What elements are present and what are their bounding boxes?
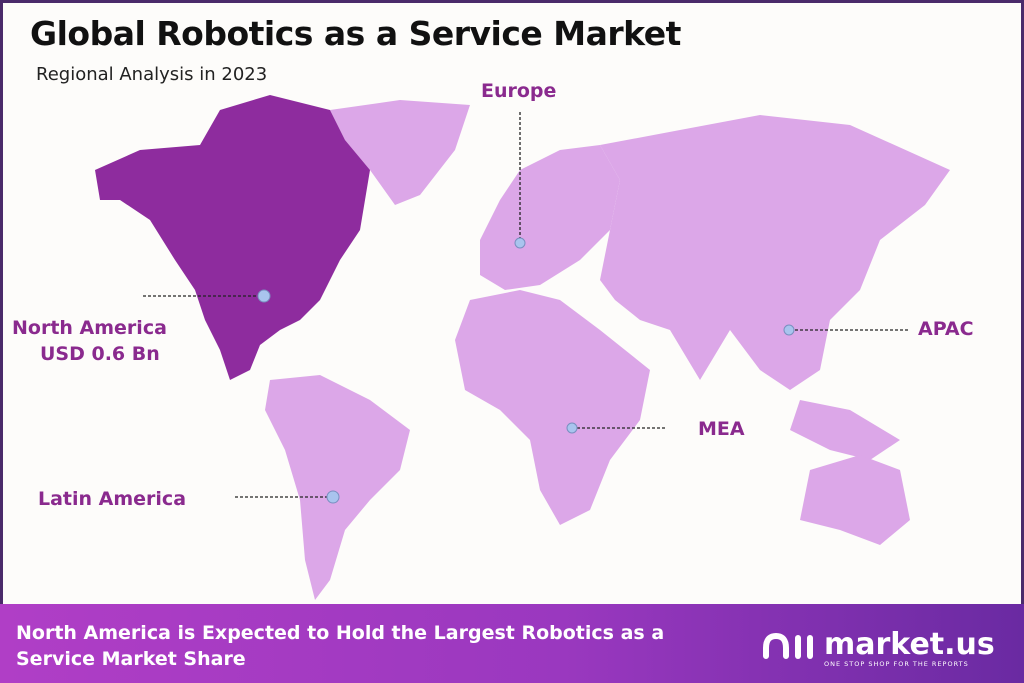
marker-north-america: [257, 289, 271, 303]
label-europe: Europe: [481, 80, 557, 102]
page-title: Global Robotics as a Service Market: [30, 14, 681, 53]
world-map: [95, 95, 950, 600]
page-subtitle: Regional Analysis in 2023: [36, 64, 268, 85]
market-us-logo-icon: [763, 632, 813, 659]
marker-europe: [514, 237, 526, 249]
asia: [600, 115, 950, 390]
label-north-america: North America: [12, 317, 167, 339]
label-latin-america: Latin America: [38, 488, 187, 510]
southeast-asia: [790, 400, 900, 460]
north-america: [95, 95, 370, 380]
brand-name: market.us: [824, 627, 995, 662]
footer-text: North America is Expected to Hold the La…: [16, 622, 665, 670]
label-north-america-value: USD 0.6 Bn: [40, 343, 160, 365]
greenland: [330, 100, 470, 205]
australia: [800, 455, 910, 545]
africa: [455, 290, 650, 525]
marker-mea: [566, 422, 578, 434]
footer-banner: North America is Expected to Hold the La…: [0, 604, 1024, 683]
europe: [480, 145, 620, 290]
label-mea: MEA: [698, 418, 745, 440]
south-america: [265, 375, 410, 600]
brand-logo: market.us ONE STOP SHOP FOR THE REPORTS: [762, 627, 995, 668]
label-apac: APAC: [918, 318, 974, 340]
marker-apac: [783, 324, 795, 336]
marker-latin-america: [326, 490, 340, 504]
brand-tagline: ONE STOP SHOP FOR THE REPORTS: [824, 660, 969, 668]
